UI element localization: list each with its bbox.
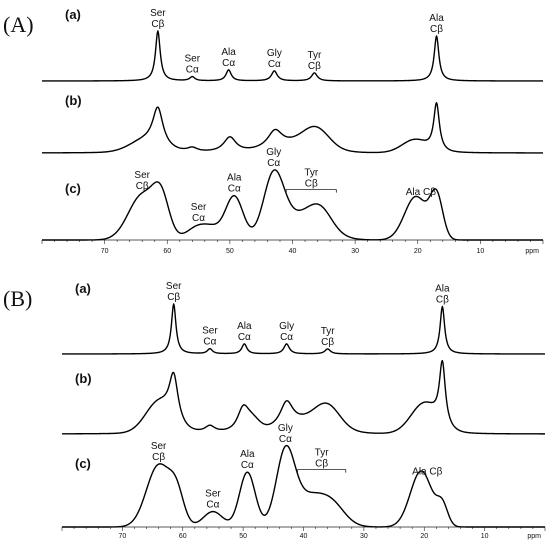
x-tick-label: 50 <box>226 248 234 255</box>
peak-label: Cβ <box>305 179 318 190</box>
x-tick-label: 70 <box>101 248 109 255</box>
peak-label: Cβ <box>152 452 165 463</box>
peak-label: Cα <box>241 460 254 471</box>
panel-label: (A) <box>3 12 34 37</box>
peak-label: Cα <box>186 65 199 76</box>
x-tick-label: 60 <box>179 533 187 540</box>
annotation-bracket <box>297 469 347 473</box>
peak-label: Ser <box>191 202 207 213</box>
spectrum-trace <box>41 30 544 82</box>
peak-label: Cβ <box>430 24 443 35</box>
peak-label: Ala <box>221 47 236 58</box>
x-tick-label: 40 <box>289 248 297 255</box>
x-tick-label: 60 <box>163 248 171 255</box>
peak-label: Cα <box>228 184 241 195</box>
spectrum-trace <box>61 444 546 528</box>
peak-label: Cβ <box>315 459 328 470</box>
peak-label: Gly <box>267 48 282 59</box>
trace-label: (b) <box>75 371 92 386</box>
peak-label: Ser <box>185 54 201 65</box>
panel-a: (A)70 60 50 40 30 20 10 ppm(a) SerCβSerCαAlaCαGl… <box>3 7 544 255</box>
trace-label: (c) <box>75 456 91 471</box>
peak-label: Ala <box>237 321 252 332</box>
peak-label: Cα <box>238 332 251 343</box>
peak-label: Cβ <box>136 181 149 192</box>
peak-label: Cα <box>206 500 219 511</box>
peak-label: Ala <box>227 173 242 184</box>
peak-label: Tyr <box>304 168 319 179</box>
peak-label: Cα <box>222 58 235 69</box>
peak-label: Ala Cβ <box>412 467 442 478</box>
trace-label: (a) <box>75 281 91 296</box>
peak-label: Gly <box>266 147 281 158</box>
x-unit-label: ppm <box>527 533 541 540</box>
peak-label: Cα <box>267 158 280 169</box>
peak-label: Ala Cβ <box>406 187 436 198</box>
trace-label: (a) <box>65 7 81 22</box>
x-tick-label: 30 <box>360 533 368 540</box>
spectrum-trace <box>41 102 544 154</box>
peak-label: Cα <box>192 213 205 224</box>
spectrum-trace <box>61 359 546 435</box>
x-tick-label: 20 <box>414 248 422 255</box>
x-tick-label: 50 <box>239 533 247 540</box>
peak-label: Cα <box>279 434 292 445</box>
peak-label: Cβ <box>151 19 164 30</box>
x-tick-label: 40 <box>300 533 308 540</box>
peak-label: Tyr <box>321 326 336 337</box>
x-tick-label: 70 <box>118 533 126 540</box>
peak-label: Cα <box>203 337 216 348</box>
peak-label: Tyr <box>307 50 322 61</box>
x-tick-label: 10 <box>476 248 484 255</box>
peak-label: Ser <box>151 441 167 452</box>
peak-label: Ser <box>150 8 166 19</box>
x-tick-label: 20 <box>420 533 428 540</box>
peak-label: Cα <box>280 332 293 343</box>
annotation-bracket <box>285 189 337 193</box>
x-tick-label: 30 <box>351 248 359 255</box>
peak-label: Ser <box>205 489 221 500</box>
peak-label: Cα <box>268 59 281 70</box>
spectrum-trace <box>41 169 544 241</box>
panel-b: (B)70 60 50 40 30 20 10 ppm(a) SerCβSerCαAlaCαGl… <box>3 281 546 540</box>
peak-label: Cβ <box>308 61 321 72</box>
peak-label: Ser <box>202 326 218 337</box>
x-unit-label: ppm <box>525 248 539 255</box>
panel-label: (B) <box>3 286 32 311</box>
peak-label: Cβ <box>321 337 334 348</box>
peak-label: Ala <box>435 283 450 294</box>
peak-label: Ser <box>134 170 150 181</box>
trace-label: (c) <box>65 181 81 196</box>
spectrum-trace <box>61 303 546 355</box>
trace-label: (b) <box>65 93 82 108</box>
peak-label: Tyr <box>315 448 330 459</box>
peak-label: Ala <box>429 13 444 24</box>
peak-label: Gly <box>279 321 294 332</box>
peak-label: Cβ <box>436 294 449 305</box>
peak-label: Cβ <box>167 292 180 303</box>
peak-label: Gly <box>278 423 293 434</box>
peak-label: Ala <box>240 449 255 460</box>
x-tick-label: 10 <box>481 533 489 540</box>
peak-label: Ser <box>166 281 182 292</box>
